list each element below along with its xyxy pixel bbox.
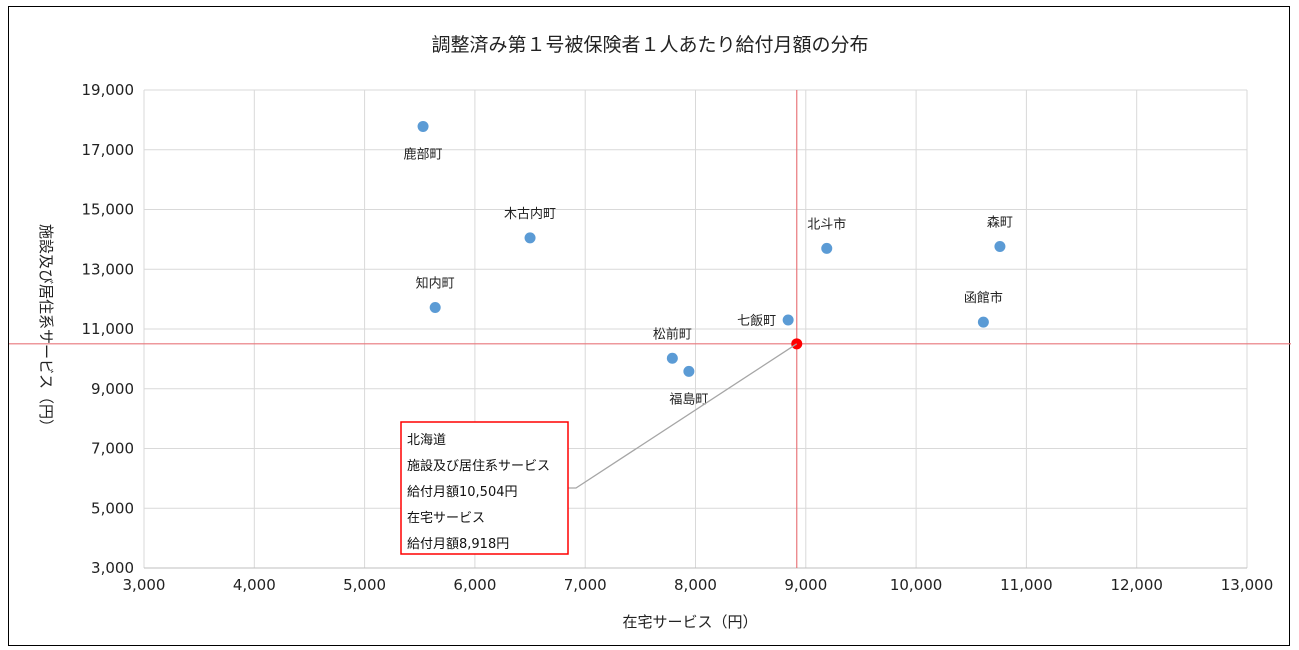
x-tick-label: 6,000 — [453, 576, 496, 594]
y-tick-label: 11,000 — [82, 320, 135, 338]
y-tick-label: 5,000 — [91, 499, 134, 517]
x-tick-label: 13,000 — [1221, 576, 1274, 594]
scatter-point — [683, 365, 695, 377]
y-tick-label: 15,000 — [82, 201, 135, 219]
scatter-point — [977, 316, 989, 328]
y-axis-label: 施設及び居住系サービス（円） — [37, 224, 55, 434]
x-tick-label: 9,000 — [784, 576, 827, 594]
scatter-point — [666, 352, 678, 364]
axis-layer: 3,000 4,000 5,000 6,000 7,000 8,000 9,000 10,00… — [82, 81, 1274, 594]
annotation-line: 給付月額8,918円 — [407, 537, 509, 552]
scatter-point — [994, 241, 1006, 253]
annotation-line: 施設及び居住系サービス — [407, 458, 550, 474]
scatter-point — [429, 301, 441, 313]
chart-frame: 3,000 4,000 5,000 6,000 7,000 8,000 9,000 10,00… — [8, 6, 1291, 646]
x-tick-label: 8,000 — [674, 576, 717, 594]
annotation-box — [400, 421, 569, 555]
scatter-chart: 3,000 4,000 5,000 6,000 7,000 8,000 9,000 10,00… — [9, 34, 1291, 631]
point-label: 函館市 — [964, 290, 1003, 306]
annotation-line: 北海道 — [407, 433, 446, 448]
point-label: 森町 — [987, 216, 1013, 231]
point-label: 北斗市 — [807, 216, 846, 232]
point-label: 松前町 — [653, 326, 692, 342]
grid-layer — [143, 89, 1248, 569]
scatter-point — [821, 242, 833, 254]
point-label: 知内町 — [416, 275, 455, 291]
y-tick-label: 3,000 — [91, 559, 134, 577]
annotation-line: 給付月額10,504円 — [407, 485, 518, 500]
scatter-point — [782, 314, 794, 326]
x-tick-label: 4,000 — [233, 576, 276, 594]
x-tick-label: 5,000 — [343, 576, 386, 594]
point-label: 木古内町 — [504, 206, 556, 222]
chart-title: 調整済み第１号被保険者１人あたり給付月額の分布 — [431, 34, 868, 56]
annotation-layer: 北海道施設及び居住系サービス給付月額10,504円在宅サービス給付月額8,918… — [400, 343, 798, 555]
scatter-point — [524, 232, 536, 244]
scatter-point — [417, 120, 429, 132]
reference-layer — [9, 90, 1291, 568]
annotation-line: 在宅サービス — [407, 511, 485, 526]
x-tick-label: 11,000 — [1000, 576, 1053, 594]
x-tick-label: 7,000 — [564, 576, 607, 594]
y-tick-label: 7,000 — [91, 440, 134, 458]
x-tick-label: 3,000 — [123, 576, 166, 594]
y-tick-label: 17,000 — [82, 141, 135, 159]
point-label: 福島町 — [669, 392, 708, 407]
x-axis-label: 在宅サービス（円） — [622, 613, 757, 631]
y-tick-label: 13,000 — [82, 260, 135, 278]
annotation-leader-line — [568, 343, 798, 489]
x-tick-label: 12,000 — [1110, 576, 1163, 594]
point-label: 鹿部町 — [404, 146, 443, 162]
point-label: 七飯町 — [737, 314, 776, 329]
x-tick-label: 10,000 — [890, 576, 943, 594]
y-tick-label: 19,000 — [82, 81, 135, 99]
y-tick-label: 9,000 — [91, 380, 134, 398]
